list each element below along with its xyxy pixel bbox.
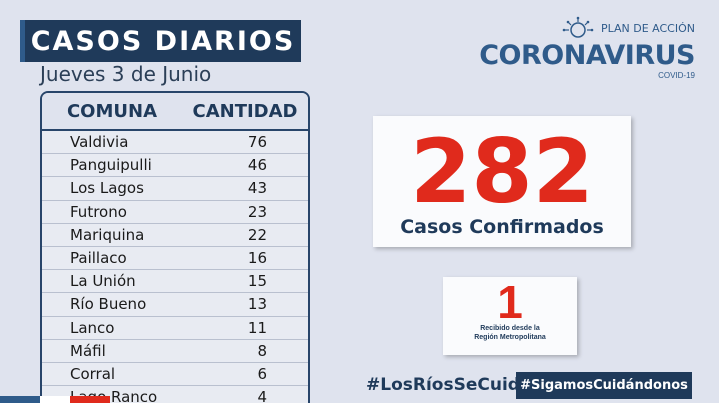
cantidad-cell: 76	[247, 133, 267, 152]
transfer-value: 1	[497, 276, 523, 328]
flag-stripe	[0, 396, 110, 403]
table-row: Paillaco 16	[42, 247, 308, 271]
logo-name: CORONAVIRUS	[479, 40, 695, 71]
comuna-cell: Máfil	[70, 341, 106, 360]
comuna-cell: Corral	[70, 364, 116, 383]
table-body: Valdivia 76 Panguipulli 46 Los Lagos 43 Fut…	[42, 131, 308, 403]
cantidad-cell: 15	[247, 272, 267, 291]
transfer-label: Recibido desde la Región Metropolitana	[443, 324, 577, 342]
table-row: Valdivia 76	[42, 131, 308, 155]
comuna-cell: Mariquina	[70, 225, 145, 244]
table-row: Panguipulli 46	[42, 154, 308, 178]
comuna-cell: Futrono	[70, 202, 127, 221]
total-cases-card: 282 Casos Confirmados	[373, 116, 631, 247]
comuna-cell: La Unión	[70, 272, 136, 291]
table-row: Río Bueno 13	[42, 293, 308, 317]
table-row: Mariquina 22	[42, 224, 308, 247]
comuna-cell: Paillaco	[70, 249, 127, 268]
cantidad-cell: 46	[247, 156, 267, 175]
cantidad-cell: 23	[247, 202, 267, 221]
table-row: Los Lagos 43	[42, 177, 308, 201]
comuna-cell: Río Bueno	[70, 295, 147, 314]
cantidad-cell: 43	[247, 179, 267, 198]
hashtag-primary: #LosRíosSeCuida	[366, 375, 532, 395]
table-row: Futrono 23	[42, 201, 308, 224]
comuna-cell: Panguipulli	[70, 156, 152, 175]
comuna-cell: Lanco	[70, 318, 115, 337]
table-row: La Unión 15	[42, 270, 308, 294]
comuna-cell: Valdivia	[70, 133, 129, 152]
report-date: Jueves 3 de Junio	[40, 62, 212, 86]
table-row: Lanco 11	[42, 317, 308, 340]
logo-plan-text: PLAN DE ACCIÓN	[600, 22, 695, 35]
transfer-label-line1: Recibido desde la	[480, 325, 540, 332]
cantidad-cell: 13	[247, 295, 267, 314]
hashtag-secondary: #SigamosCuidándonos	[516, 372, 692, 399]
table-row: Máfil 8	[42, 340, 308, 363]
cantidad-cell: 8	[257, 341, 267, 360]
cantidad-cell: 22	[247, 225, 267, 244]
total-cases-label: Casos Confirmados	[400, 216, 604, 238]
logo-subtitle: COVID-19	[658, 71, 695, 80]
virus-icon	[562, 16, 594, 38]
cantidad-cell: 6	[257, 364, 267, 383]
cases-table: COMUNA CANTIDAD Valdivia 76 Panguipulli 46…	[40, 91, 310, 403]
transfer-label-line2: Región Metropolitana	[474, 334, 546, 341]
cantidad-cell: 4	[257, 388, 267, 403]
column-header-cantidad: CANTIDAD	[192, 100, 298, 122]
cantidad-cell: 16	[247, 249, 267, 268]
title-accent-bar	[20, 20, 25, 62]
transfer-card: 1 Recibido desde la Región Metropolitana	[443, 276, 577, 355]
page-title: CASOS DIARIOS	[25, 20, 301, 62]
coronavirus-logo: PLAN DE ACCIÓN CORONAVIRUS COVID-19	[479, 14, 695, 84]
cantidad-cell: 11	[247, 318, 267, 337]
comuna-cell: Los Lagos	[70, 179, 144, 198]
table-row: Corral 6	[42, 363, 308, 387]
table-header: COMUNA CANTIDAD	[42, 93, 308, 131]
total-cases-value: 282	[410, 120, 594, 223]
column-header-comuna: COMUNA	[66, 100, 158, 122]
